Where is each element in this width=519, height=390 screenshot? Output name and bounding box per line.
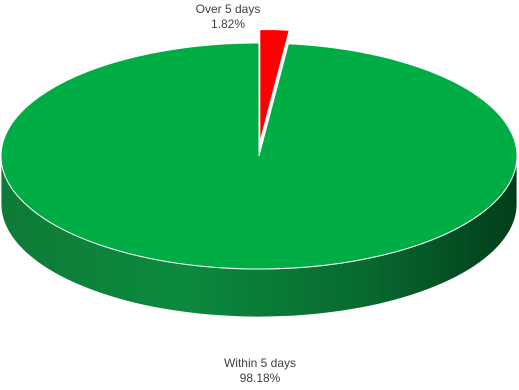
pie-slice-within-5-days — [0, 42, 518, 270]
slice-label-within-5-days: Within 5 days 98.18% — [200, 356, 320, 386]
pie-slice-over-5-days — [259, 29, 290, 143]
slice-category-label: Within 5 days — [223, 356, 297, 370]
slice-value-label: 1.82% — [210, 17, 246, 31]
slice-category-label: Over 5 days — [195, 2, 261, 16]
slice-label-over-5-days: Over 5 days 1.82% — [168, 2, 288, 32]
slice-value-label: 98.18% — [239, 371, 281, 385]
